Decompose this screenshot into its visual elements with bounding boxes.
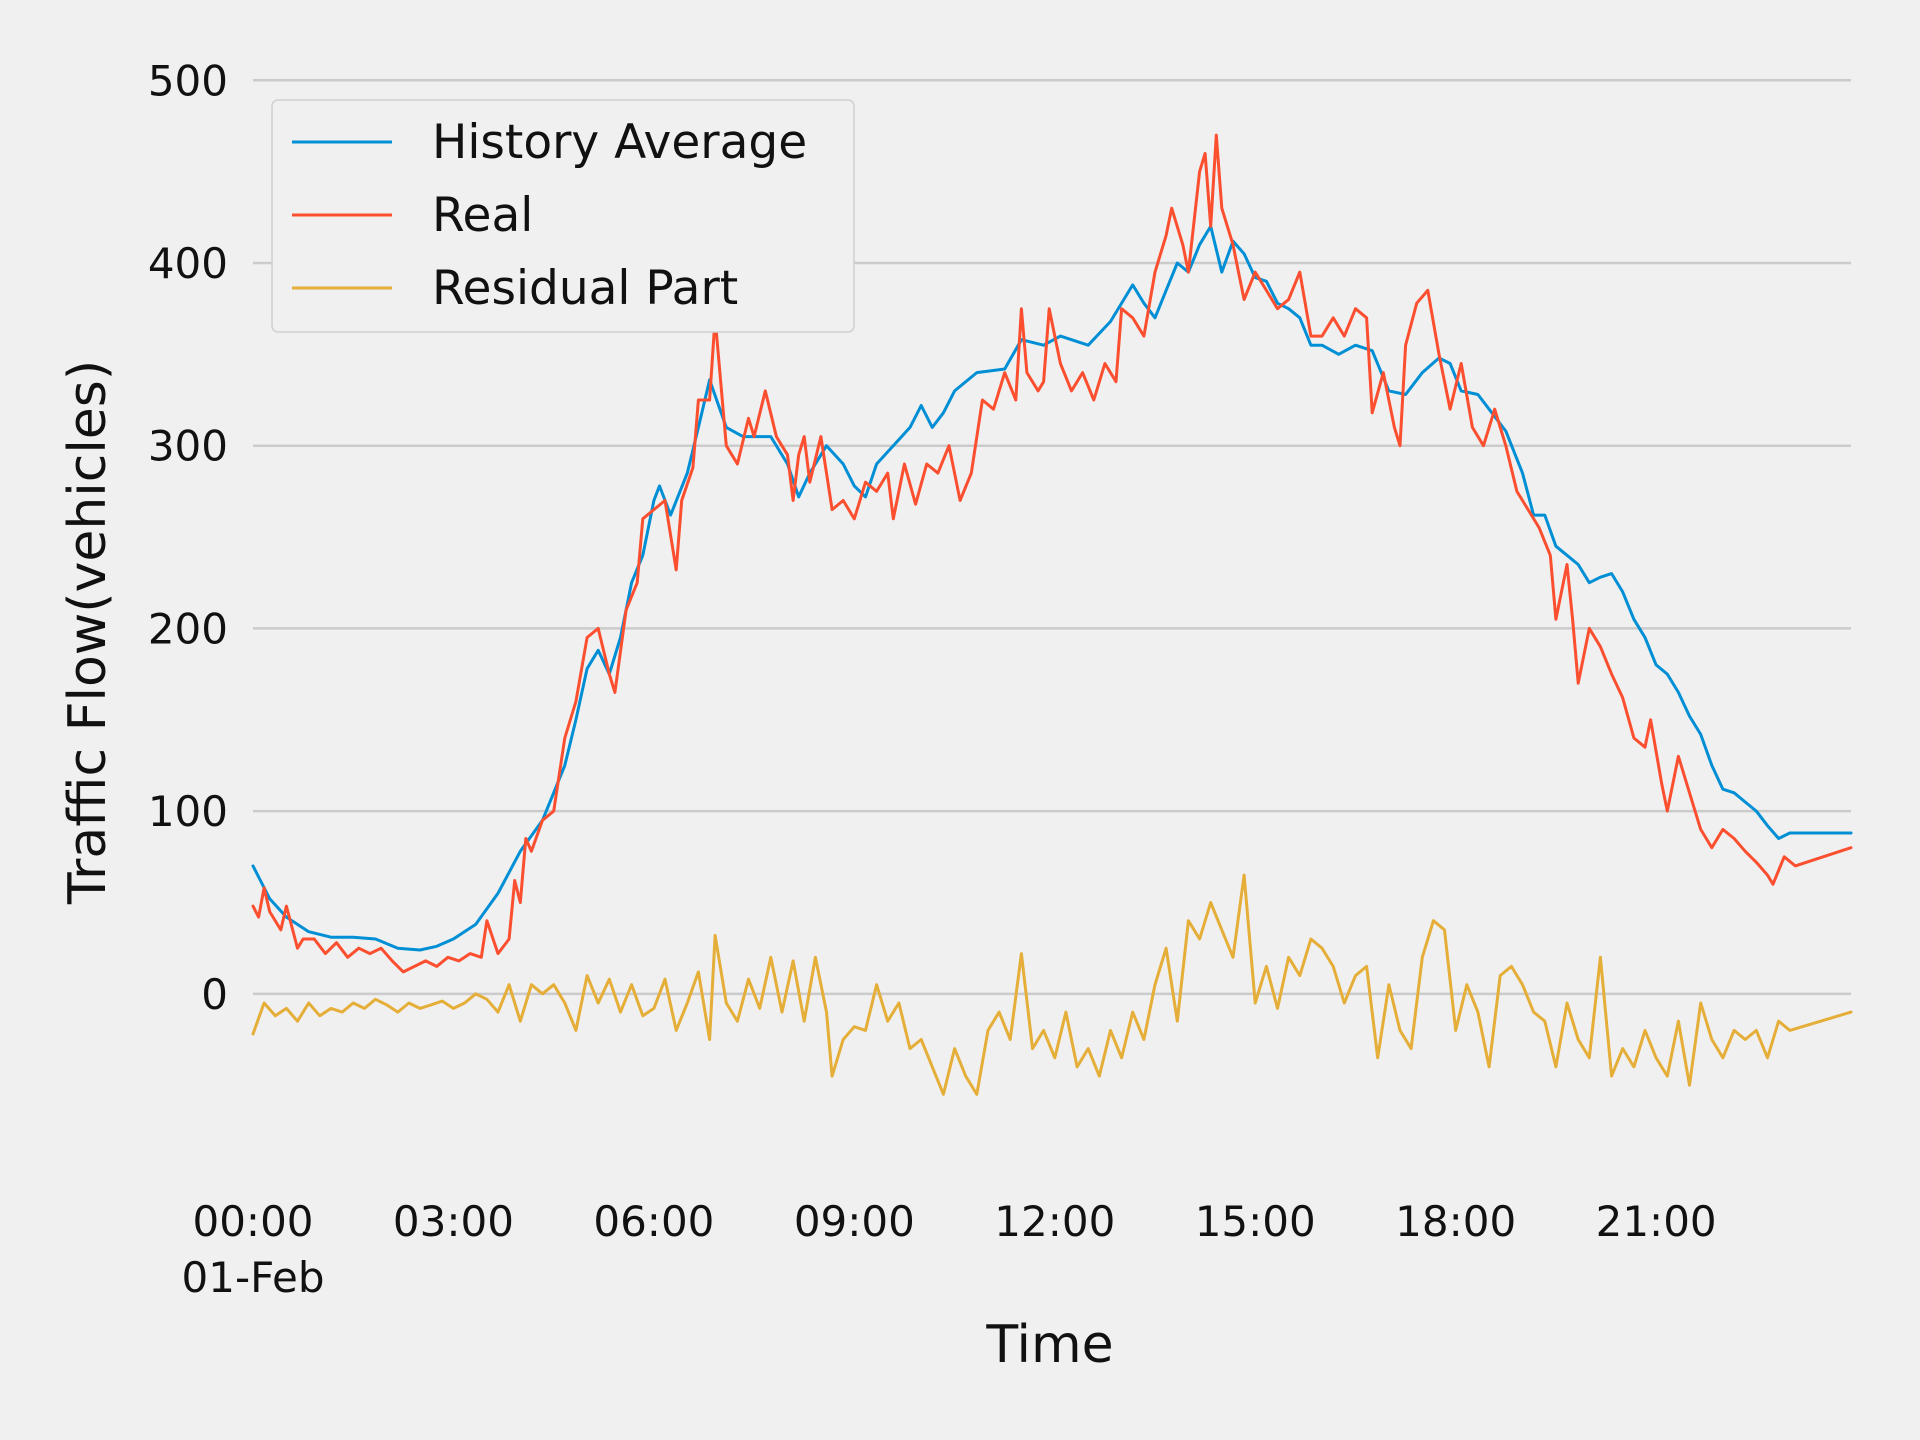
x-tick-label: 21:00 (1596, 1197, 1717, 1246)
legend: History Average Real Residual Part (271, 99, 855, 333)
x-tick-label: 06:00 (593, 1197, 714, 1246)
x-tick-label: 15:00 (1195, 1197, 1316, 1246)
legend-label: Real (432, 188, 533, 243)
x-tick-label: 00:00 (192, 1197, 313, 1246)
y-tick-label: 400 (148, 239, 228, 288)
y-tick-label: 300 (148, 422, 228, 471)
y-axis-title: Traffic Flow(vehicles) (58, 360, 118, 905)
y-tick-labels: 0 100 200 300 400 500 (148, 56, 228, 1019)
series-line-history-average (251, 224, 1853, 952)
legend-label: History Average (432, 115, 807, 170)
x-tick-label: 09:00 (794, 1197, 915, 1246)
x-tick-label: 03:00 (393, 1197, 514, 1246)
y-tick-label: 200 (148, 604, 228, 653)
y-tick-label: 100 (148, 787, 228, 836)
legend-frame (271, 99, 855, 333)
gridlines (253, 79, 1851, 996)
x-axis-title: Time (985, 1315, 1113, 1375)
series-line-residual-part (251, 873, 1853, 1096)
x-tick-label: 12:00 (994, 1197, 1115, 1246)
x-tick-labels: 00:00 03:00 06:00 09:00 12:00 15:00 18:00 21:00… (182, 1197, 1717, 1302)
x-tick-date-label: 01-Feb (182, 1253, 325, 1302)
series-lines (251, 133, 1853, 1096)
y-tick-label: 500 (148, 56, 228, 105)
legend-label: Residual Part (432, 261, 738, 316)
series-line-real (251, 133, 1853, 974)
x-tick-label: 18:00 (1395, 1197, 1516, 1246)
y-tick-label: 0 (201, 970, 228, 1019)
